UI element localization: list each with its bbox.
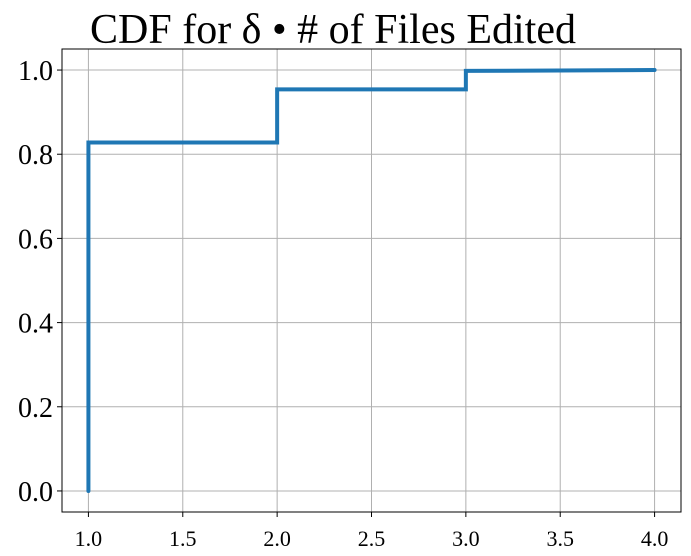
y-tick-label: 0.4: [18, 309, 53, 340]
y-axis: 0.0 0.2 0.4 0.6 0.8 1.0: [18, 56, 62, 508]
y-tick-label: 0.6: [18, 224, 53, 255]
grid-lines: [62, 49, 681, 512]
y-tick-label: 1.0: [18, 56, 53, 87]
x-axis: 1.0 1.5 2.0 2.5 3.0 3.5 4.0: [75, 512, 669, 551]
x-tick-label: 3.5: [546, 526, 574, 551]
x-tick-label: 2.5: [358, 526, 386, 551]
x-tick-label: 3.0: [452, 526, 480, 551]
y-tick-label: 0.2: [18, 393, 53, 424]
x-tick-label: 1.5: [169, 526, 197, 551]
x-tick-label: 1.0: [75, 526, 103, 551]
y-tick-label: 0.0: [18, 477, 53, 508]
x-tick-label: 4.0: [641, 526, 669, 551]
y-tick-label: 0.8: [18, 140, 53, 171]
chart-title: CDF for δ • # of Files Edited: [90, 7, 576, 53]
series-layer: [86, 68, 657, 493]
x-tick-label: 2.0: [263, 526, 291, 551]
